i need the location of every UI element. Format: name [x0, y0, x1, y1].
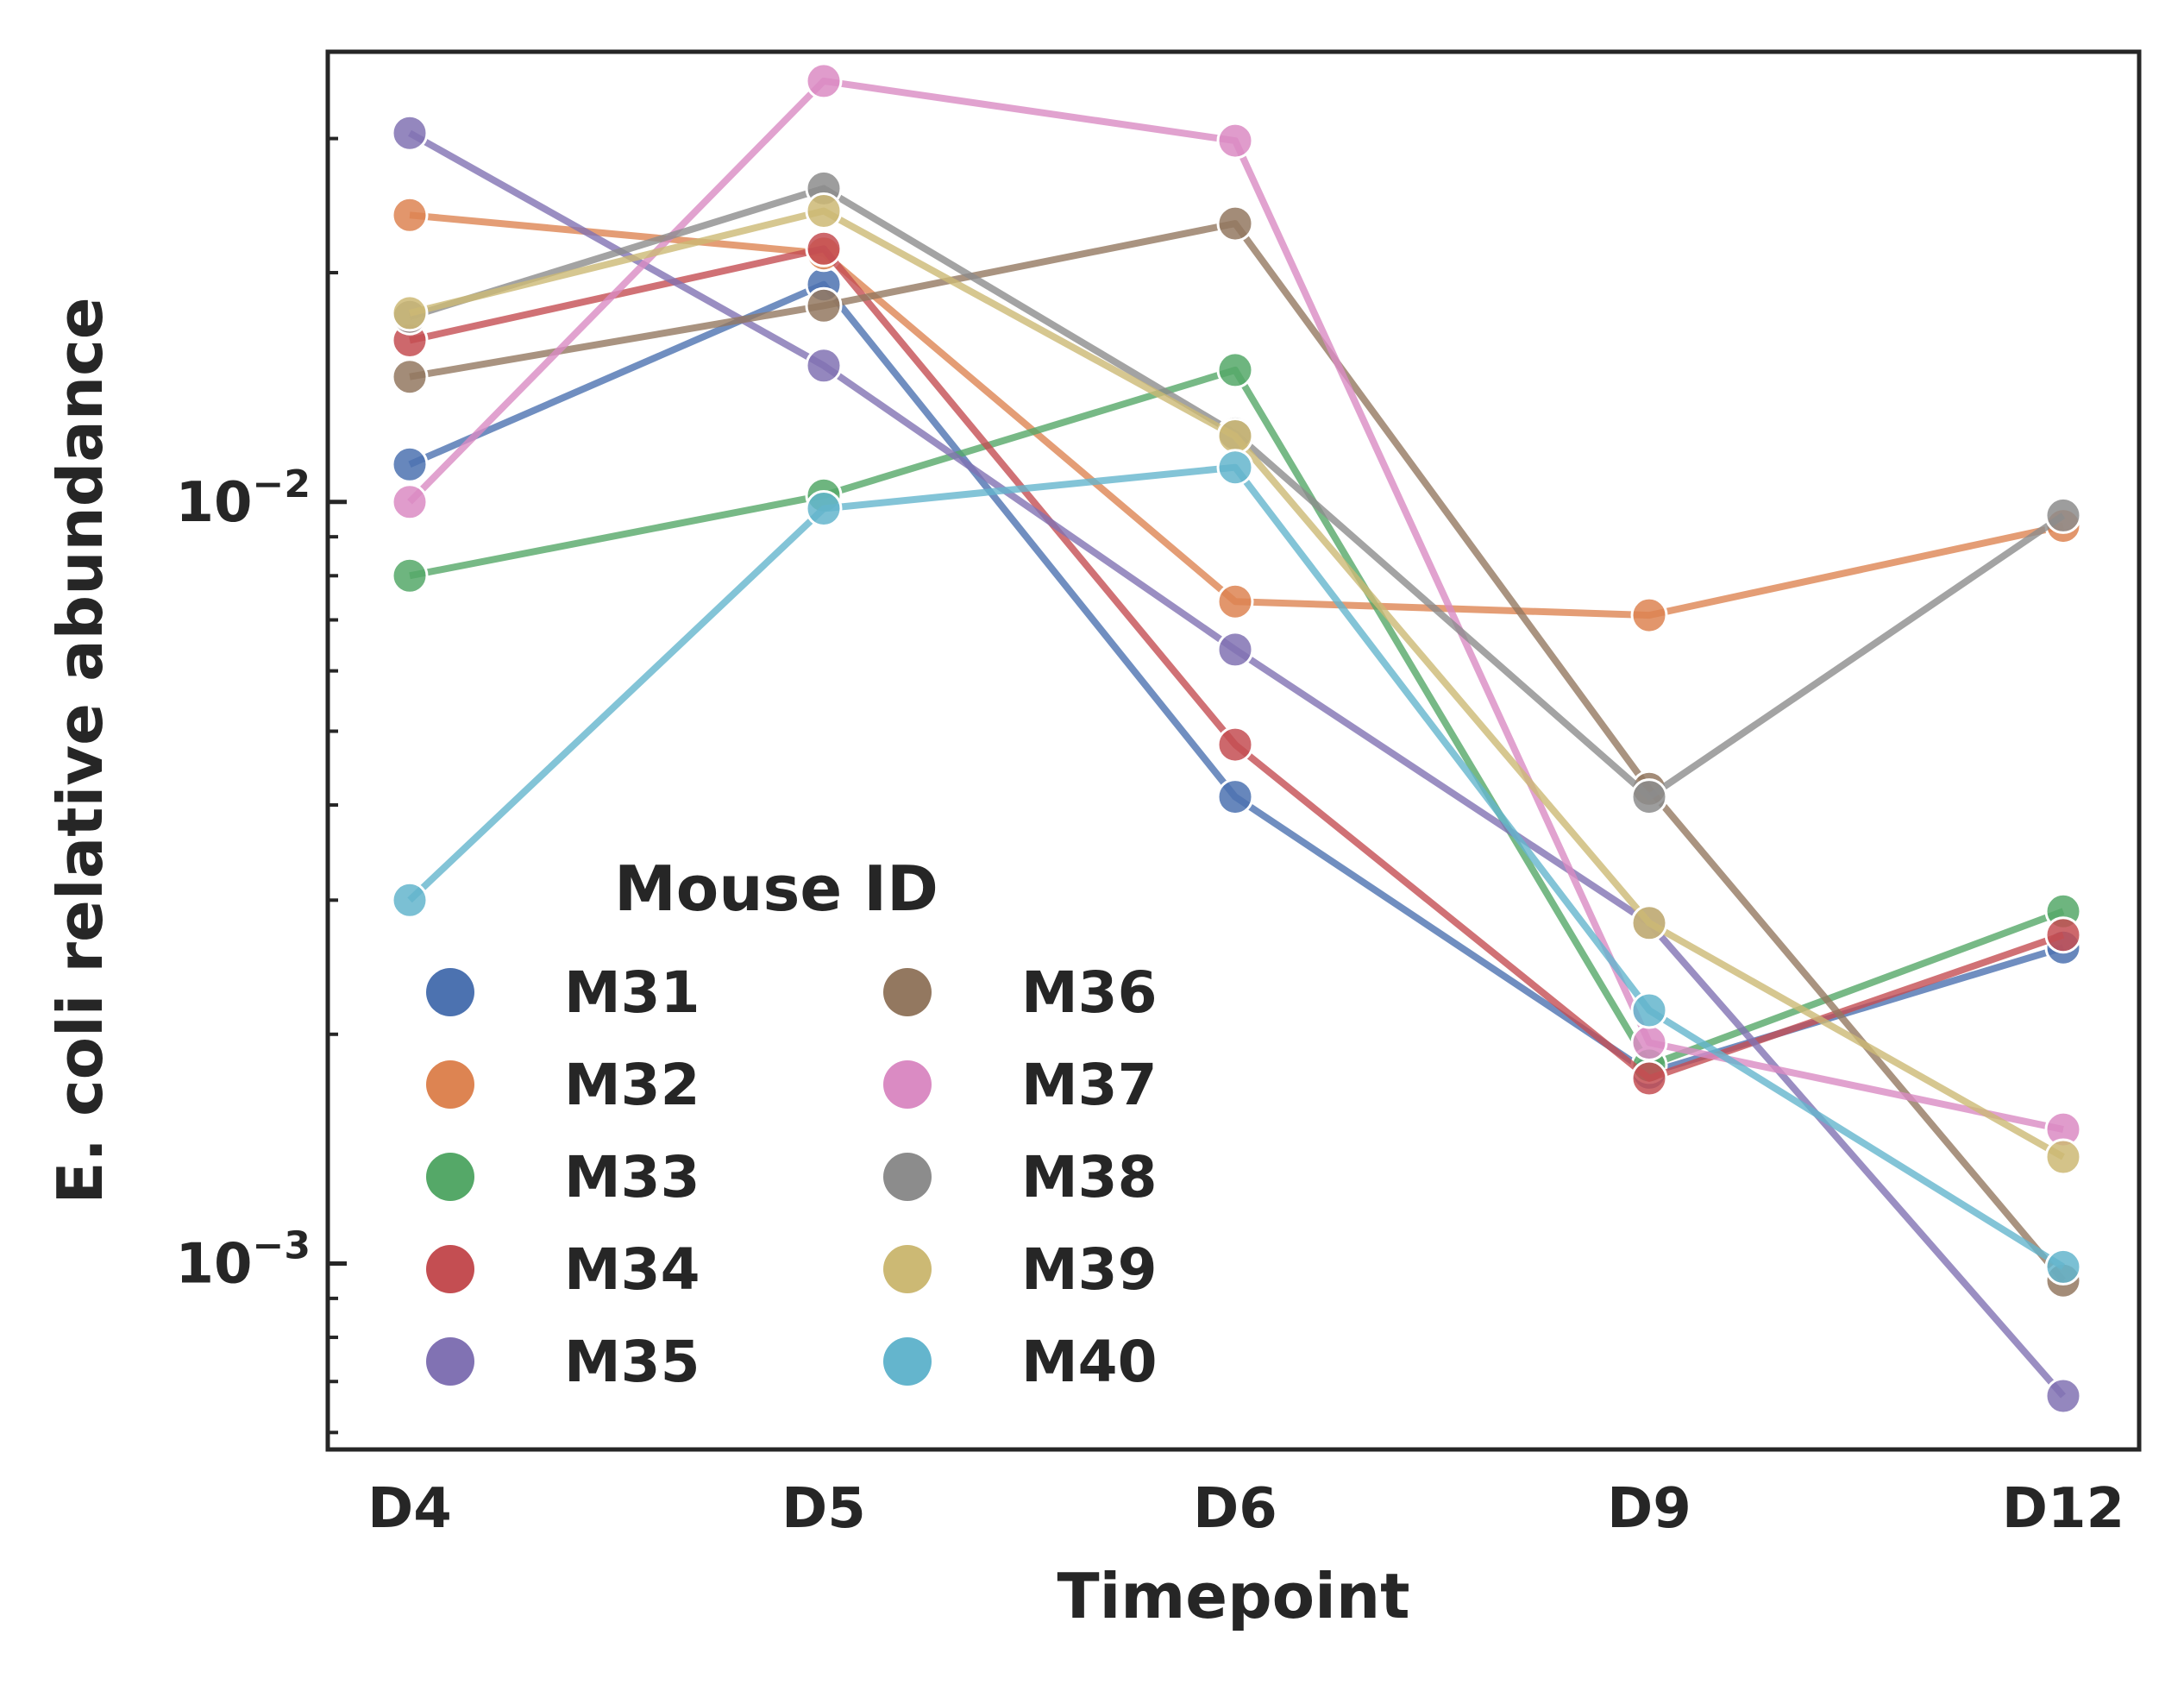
- data-point: [1216, 631, 1254, 669]
- legend-label: M38: [1021, 1144, 1158, 1210]
- legend-marker: [426, 968, 474, 1016]
- legend-label: M32: [564, 1052, 700, 1118]
- series-layer: [391, 62, 2082, 1415]
- data-point: [2044, 1377, 2082, 1415]
- legend-item-M34: M34: [426, 1236, 700, 1303]
- legend-marker: [883, 968, 932, 1016]
- legend-label: M34: [564, 1236, 700, 1303]
- y-tick-label: 10−2: [175, 462, 311, 535]
- x-axis-label: Timepoint: [1057, 1560, 1409, 1632]
- data-point: [1216, 204, 1254, 242]
- data-point: [391, 445, 429, 483]
- x-tick-labels: D4 D5 D6 D9 D12: [367, 1477, 2124, 1541]
- data-point: [1216, 449, 1254, 487]
- data-point: [805, 347, 843, 385]
- data-point: [1630, 778, 1668, 816]
- data-point: [391, 556, 429, 594]
- x-tick-label: D12: [2002, 1477, 2124, 1541]
- data-point: [1630, 1059, 1668, 1097]
- data-point: [1216, 778, 1254, 816]
- series-M39: [391, 192, 2082, 1176]
- legend-item-M35: M35: [426, 1329, 700, 1395]
- y-tick-label: 10−3: [175, 1224, 311, 1297]
- legend-marker: [426, 1060, 474, 1109]
- legend-item-M36: M36: [883, 959, 1158, 1026]
- legend-item-M39: M39: [883, 1236, 1158, 1303]
- legend-items: M31 M32 M33 M34 M35 M36 M37 M38 M39 M40: [426, 959, 1158, 1395]
- legend-label: M36: [1021, 959, 1158, 1026]
- data-point: [2044, 496, 2082, 534]
- data-point: [1216, 726, 1254, 764]
- legend-label: M35: [564, 1329, 700, 1395]
- legend: Mouse ID M31 M32 M33 M34 M35 M36 M37 M38 M39 M40: [426, 852, 1158, 1395]
- legend-label: M39: [1021, 1236, 1158, 1303]
- data-point: [1630, 596, 1668, 634]
- legend-marker: [426, 1153, 474, 1201]
- x-tick-label: D5: [781, 1477, 866, 1541]
- data-point: [1216, 418, 1254, 455]
- data-point: [1630, 991, 1668, 1029]
- x-tick-label: D6: [1193, 1477, 1277, 1541]
- legend-label: M37: [1021, 1052, 1158, 1118]
- data-point: [805, 286, 843, 324]
- data-point: [391, 881, 429, 919]
- data-point: [391, 358, 429, 396]
- data-point: [1216, 351, 1254, 389]
- data-point: [805, 490, 843, 527]
- data-point: [1630, 904, 1668, 942]
- plot-frame: [325, 49, 2142, 1452]
- legend-marker: [883, 1060, 932, 1109]
- legend-marker: [883, 1337, 932, 1386]
- data-point: [1630, 1024, 1668, 1061]
- series-M40: [391, 449, 2082, 1286]
- data-point: [805, 62, 843, 100]
- legend-marker: [883, 1245, 932, 1293]
- series-M37: [391, 62, 2082, 1148]
- legend-marker: [426, 1245, 474, 1293]
- legend-marker: [426, 1337, 474, 1386]
- y-axis-label: E. coli relative abundance: [44, 297, 116, 1204]
- data-point: [391, 483, 429, 521]
- legend-marker: [883, 1153, 932, 1201]
- data-point: [1216, 582, 1254, 620]
- legend-item-M33: M33: [426, 1144, 700, 1210]
- x-tick-label: D4: [367, 1477, 452, 1541]
- data-point: [2044, 1248, 2082, 1286]
- series-M34: [391, 229, 2082, 1097]
- y-tick-labels: 10−2 10−3: [175, 462, 311, 1297]
- legend-item-M37: M37: [883, 1052, 1158, 1118]
- legend-label: M31: [564, 959, 700, 1026]
- legend-item-M38: M38: [883, 1144, 1158, 1210]
- data-point: [391, 114, 429, 152]
- legend-title: Mouse ID: [614, 852, 938, 925]
- data-point: [391, 294, 429, 332]
- data-point: [2044, 916, 2082, 954]
- data-point: [1216, 122, 1254, 160]
- data-point: [805, 229, 843, 267]
- x-tick-label: D9: [1607, 1477, 1691, 1541]
- legend-item-M31: M31: [426, 959, 700, 1026]
- legend-item-M40: M40: [883, 1329, 1158, 1395]
- data-point: [805, 192, 843, 229]
- legend-item-M32: M32: [426, 1052, 700, 1118]
- data-point: [2044, 1138, 2082, 1176]
- data-point: [391, 196, 429, 234]
- legend-label: M40: [1021, 1329, 1158, 1395]
- legend-label: M33: [564, 1144, 700, 1210]
